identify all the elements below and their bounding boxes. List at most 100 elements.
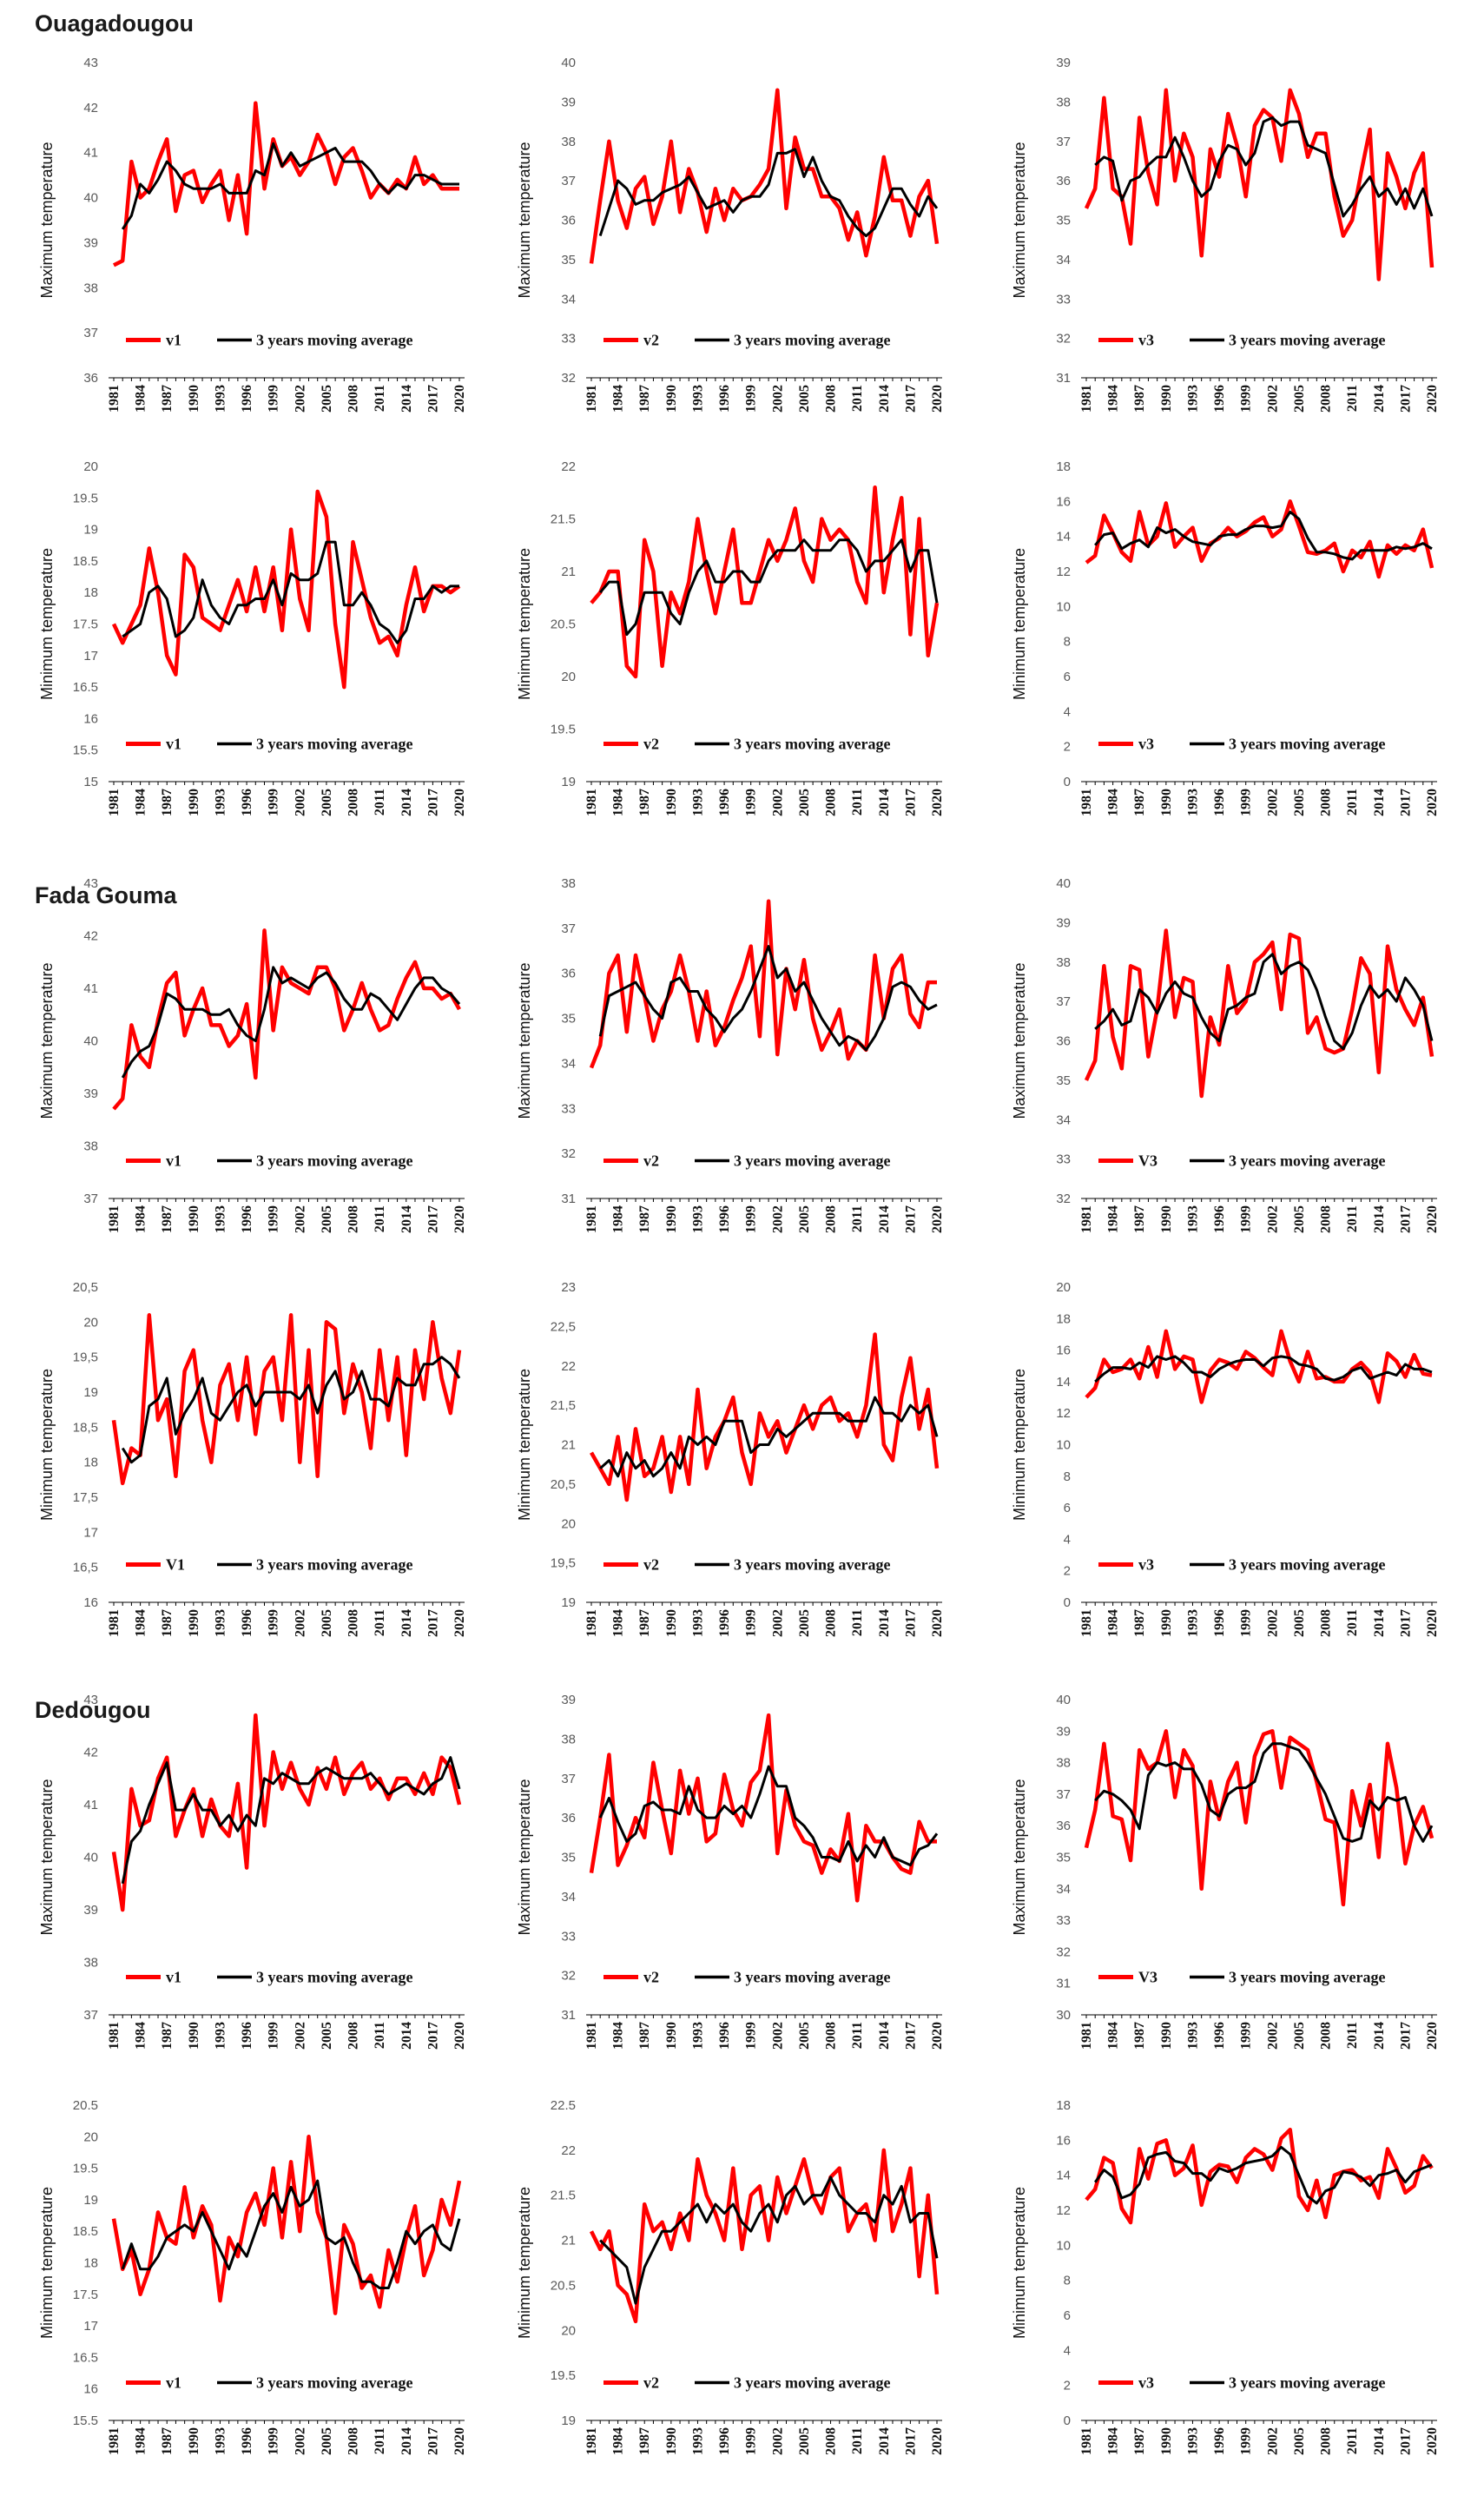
y-tick-label: 36 xyxy=(561,214,576,228)
y-tick-label: 20 xyxy=(83,1315,98,1330)
series-line-observed xyxy=(111,1713,462,1912)
y-tick-label: 6 xyxy=(1064,670,1071,684)
y-tick-label: 34 xyxy=(561,292,576,307)
y-tick-label: 19 xyxy=(83,1385,98,1400)
x-tick-label: 2011 xyxy=(1345,1609,1360,1636)
y-tick-label: 2 xyxy=(1064,2379,1071,2393)
x-tick-label: 1987 xyxy=(637,2427,652,2455)
x-tick-label: 1984 xyxy=(134,1205,148,1233)
y-tick-label: 38 xyxy=(561,876,576,891)
x-tick-label: 2005 xyxy=(797,1609,812,1637)
y-tick-label: 0 xyxy=(1064,775,1071,789)
x-tick-label: 2005 xyxy=(1292,789,1307,816)
legend-label-moving-average: 3 years moving average xyxy=(256,331,412,348)
x-tick-label: 2017 xyxy=(903,2427,918,2455)
y-tick-label: 33 xyxy=(1056,1913,1071,1928)
x-tick-label: 1996 xyxy=(240,789,254,816)
legend-label-observed: v2 xyxy=(643,1152,659,1169)
x-tick-label: 2011 xyxy=(373,2427,387,2454)
y-tick-label: 14 xyxy=(1056,1375,1071,1390)
y-tick-label: 23 xyxy=(561,1280,576,1295)
x-tick-label: 1999 xyxy=(267,2427,281,2455)
x-tick-label: 1999 xyxy=(744,789,759,816)
x-tick-label: 1990 xyxy=(187,385,201,413)
x-tick-label: 1999 xyxy=(744,1205,759,1233)
y-tick-label: 43 xyxy=(83,1693,98,1707)
y-axis-title: Maximum temperature xyxy=(516,962,533,1119)
series-line-observed xyxy=(589,1713,937,1903)
y-tick-label: 37 xyxy=(561,174,576,188)
y-tick-label: 38 xyxy=(83,1956,98,1971)
y-axis-title: Maximum temperature xyxy=(38,962,56,1119)
x-tick-label: 1999 xyxy=(267,2022,281,2050)
x-tick-label: 1984 xyxy=(134,1609,148,1637)
x-tick-label: 2002 xyxy=(293,385,307,413)
y-tick-label: 41 xyxy=(83,981,98,996)
x-tick-label: 2002 xyxy=(293,2022,307,2050)
x-tick-label: 1981 xyxy=(107,2427,122,2455)
y-tick-label: 20,5 xyxy=(73,1280,98,1295)
x-tick-label: 2008 xyxy=(1319,789,1334,816)
y-tick-label: 36 xyxy=(1056,1034,1071,1049)
x-tick-label: 1993 xyxy=(1185,1609,1200,1637)
x-tick-label: 2014 xyxy=(1372,1609,1387,1637)
y-tick-label: 18.5 xyxy=(73,2224,98,2239)
legend-label-observed: v2 xyxy=(643,1555,659,1573)
chart-ouagadougou-4: 19 19.5 20 20.5 21 21.5 22 1981 1984 1987 1990 1993… xyxy=(516,459,945,816)
x-tick-label: 2005 xyxy=(797,789,812,816)
y-tick-label: 18 xyxy=(1056,1311,1071,1326)
series-line-observed xyxy=(589,899,937,1069)
y-tick-label: 35 xyxy=(561,1012,576,1027)
y-tick-label: 33 xyxy=(1056,292,1071,307)
x-tick-label: 2005 xyxy=(1292,2427,1307,2455)
y-tick-label: 32 xyxy=(1056,1944,1071,1959)
x-tick-label: 1984 xyxy=(611,2022,626,2050)
y-tick-label: 37 xyxy=(1056,1787,1071,1802)
x-tick-label: 1999 xyxy=(744,1609,759,1637)
x-tick-label: 1990 xyxy=(1159,2022,1174,2050)
x-tick-label: 1987 xyxy=(1132,1609,1147,1637)
x-tick-label: 1981 xyxy=(584,1609,599,1637)
legend-label-observed: V3 xyxy=(1138,1968,1158,1985)
x-tick-label: 1993 xyxy=(690,1609,705,1637)
x-tick-label: 1987 xyxy=(637,1609,652,1637)
chart-fada-gouma-11: 0 2 4 6 8 10 12 14 16 18 20 1981 1984 1987 1990 1993 199… xyxy=(1011,1280,1440,1637)
x-tick-label: 1990 xyxy=(187,2022,201,2050)
y-tick-label: 20 xyxy=(561,2323,576,2338)
y-tick-label: 21.5 xyxy=(551,2189,576,2203)
y-tick-label: 15.5 xyxy=(73,743,98,758)
x-tick-label: 2014 xyxy=(399,1205,414,1233)
legend-label-moving-average: 3 years moving average xyxy=(734,1555,890,1573)
x-tick-label: 2014 xyxy=(1372,1205,1387,1233)
x-tick-label: 2008 xyxy=(346,1609,361,1637)
x-tick-label: 2011 xyxy=(373,789,387,815)
x-tick-label: 1984 xyxy=(1106,789,1121,816)
x-tick-label: 1987 xyxy=(1132,1205,1147,1233)
y-tick-label: 21.5 xyxy=(551,512,576,527)
y-tick-label: 19.5 xyxy=(73,2162,98,2176)
x-tick-label: 2020 xyxy=(452,2022,467,2050)
x-tick-label: 1996 xyxy=(240,2427,254,2455)
x-tick-label: 2014 xyxy=(1372,385,1387,413)
legend-label-observed: v2 xyxy=(643,2374,659,2391)
y-axis-title: Minimum temperature xyxy=(1011,2187,1028,2339)
y-tick-label: 39 xyxy=(1056,915,1071,930)
y-tick-label: 20 xyxy=(561,1516,576,1531)
y-tick-label: 38 xyxy=(561,135,576,149)
y-tick-label: 16,5 xyxy=(73,1561,98,1575)
y-axis-title: Minimum temperature xyxy=(516,548,533,700)
chart-dedougou-13: 31 32 33 34 35 36 37 38 39 1981 1984 1987 1990 1993 19… xyxy=(516,1693,945,2050)
y-tick-label: 34 xyxy=(1056,1113,1071,1127)
x-tick-label: 1984 xyxy=(1106,2427,1121,2455)
chart-fada-gouma-8: 32 33 34 35 36 37 38 39 40 1981 1984 1987 1990 1993 19… xyxy=(1011,876,1440,1233)
y-tick-label: 19 xyxy=(83,2193,98,2208)
x-tick-label: 2008 xyxy=(1319,1205,1334,1233)
y-tick-label: 37 xyxy=(83,1192,98,1206)
x-tick-label: 2014 xyxy=(877,1609,892,1637)
x-tick-label: 2011 xyxy=(850,1205,865,1232)
y-tick-label: 32 xyxy=(1056,1192,1071,1206)
legend-label-observed: v1 xyxy=(166,1152,181,1169)
y-tick-label: 6 xyxy=(1064,1501,1071,1515)
x-tick-label: 1987 xyxy=(1132,2427,1147,2455)
y-tick-label: 34 xyxy=(561,1056,576,1071)
